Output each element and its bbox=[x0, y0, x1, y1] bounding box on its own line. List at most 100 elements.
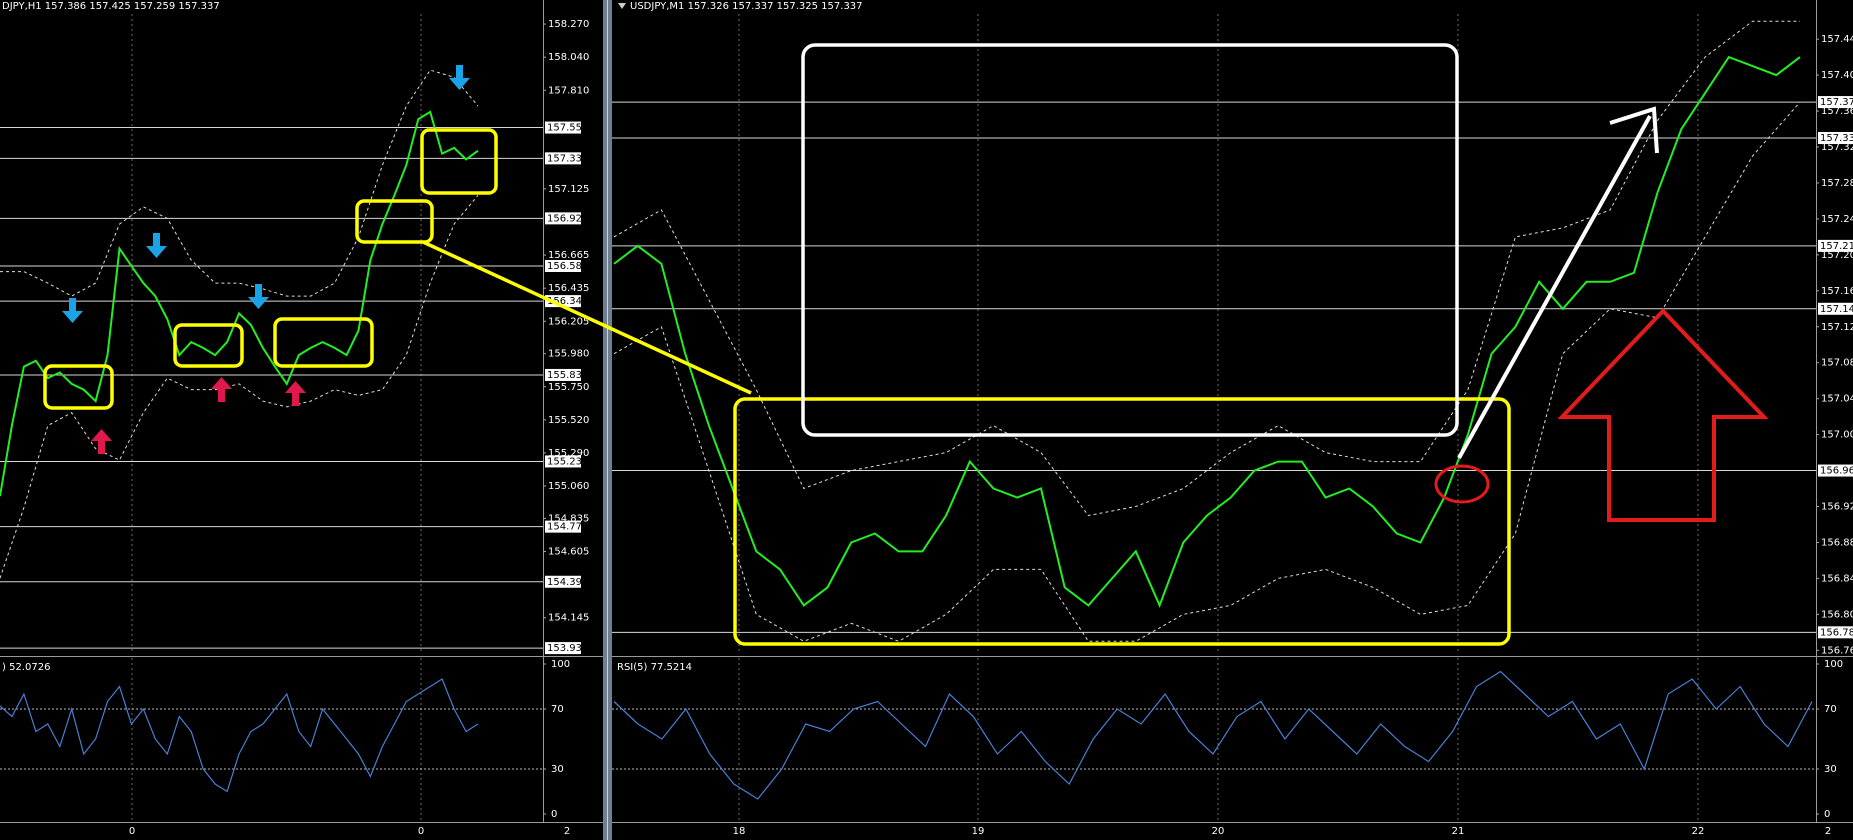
rsi-line bbox=[613, 670, 1813, 800]
up-arrow-signal bbox=[211, 377, 232, 402]
y-tick-label: 155.290 bbox=[548, 448, 589, 459]
buy-signals bbox=[91, 377, 306, 454]
y-tick-label: 157.16 bbox=[1821, 286, 1853, 297]
breakout-circle bbox=[1434, 464, 1490, 504]
highlight-box bbox=[173, 323, 244, 368]
time-label: 22 bbox=[1692, 826, 1705, 837]
price-label-bg bbox=[545, 642, 581, 655]
up-arrow bbox=[1557, 308, 1769, 522]
y-tick-label: 158.270 bbox=[548, 19, 589, 30]
upper-band bbox=[0, 69, 479, 297]
price-label: 156.345 bbox=[547, 296, 588, 307]
highlight-box bbox=[733, 397, 1511, 646]
y-tick-label: 156.80 bbox=[1821, 609, 1853, 620]
down-arrow bbox=[146, 233, 167, 258]
price-label: 157.33 bbox=[1820, 133, 1853, 144]
time-label: 0 bbox=[418, 826, 424, 837]
down-arrow bbox=[449, 65, 470, 90]
rsi-tick-label: 100 bbox=[551, 659, 570, 670]
y-tick-label: 155.520 bbox=[548, 415, 589, 426]
price-label: 157.551 bbox=[547, 123, 588, 134]
annotations-yellow bbox=[43, 128, 1511, 646]
y-tick-label: 156.88 bbox=[1821, 537, 1853, 548]
y-tick-label: 157.04 bbox=[1821, 394, 1853, 405]
price-label-bg bbox=[545, 520, 581, 533]
price-label: 157.337 bbox=[547, 153, 588, 164]
down-arrow bbox=[248, 284, 269, 309]
y-tick-label: 157.44 bbox=[1821, 34, 1853, 45]
y-tick-label: 154.835 bbox=[548, 513, 589, 524]
price-label: 153.934 bbox=[547, 643, 588, 654]
price-label-bg bbox=[545, 368, 581, 381]
price-label: 156.78 bbox=[1820, 627, 1853, 638]
arrow-head bbox=[1609, 106, 1659, 154]
time-label: 0 bbox=[129, 826, 135, 837]
y-tick-label: 155.060 bbox=[548, 481, 589, 492]
connector bbox=[422, 240, 752, 395]
up-arrow-signal bbox=[91, 429, 112, 454]
time-label: 19 bbox=[972, 826, 985, 837]
y-tick-label: 157.00 bbox=[1821, 430, 1853, 441]
time-label: 2 bbox=[1825, 826, 1831, 837]
price-label-bg bbox=[1818, 302, 1853, 315]
arrow-shaft bbox=[1457, 115, 1652, 459]
y-tick-label: 157.810 bbox=[548, 85, 589, 96]
rsi-header: ) 52.0726 bbox=[2, 662, 50, 673]
chart-header: USDJPY,M1 157.326 157.337 157.325 157.33… bbox=[630, 1, 863, 12]
price-label: 157.21 bbox=[1820, 241, 1853, 252]
price-label-bg bbox=[1818, 239, 1853, 252]
y-tick-label: 157.12 bbox=[1821, 322, 1853, 333]
frames bbox=[0, 0, 1853, 823]
y-tick-label: 156.435 bbox=[548, 283, 589, 294]
price-label-bg bbox=[1818, 464, 1853, 477]
price-label: 156.96 bbox=[1820, 466, 1853, 477]
y-tick-label: 157.08 bbox=[1821, 358, 1853, 369]
price-label: 154.395 bbox=[547, 577, 588, 588]
rsi-line bbox=[0, 678, 479, 793]
blank-box bbox=[801, 43, 1459, 437]
price-label-bg bbox=[545, 575, 581, 588]
highlight-box bbox=[355, 199, 434, 244]
price-label: 157.14 bbox=[1820, 304, 1853, 315]
price-label-bg bbox=[1818, 96, 1853, 109]
plot-layer: 0 0 2158.270158.040157.810157.125156.66515… bbox=[0, 14, 1853, 837]
y-tick-label: 155.980 bbox=[548, 349, 589, 360]
rsi-tick-label: 0 bbox=[551, 809, 557, 820]
time-label: 21 bbox=[1452, 826, 1465, 837]
price-label-bg bbox=[1818, 626, 1853, 639]
time-label: 2 bbox=[564, 826, 570, 837]
price-label-bg bbox=[545, 260, 581, 273]
y-tick-label: 154.605 bbox=[548, 547, 589, 558]
price-label: 155.231 bbox=[547, 456, 588, 467]
price-label: 154.778 bbox=[547, 522, 588, 533]
y-tick-label: 157.24 bbox=[1821, 214, 1853, 225]
y-tick-label: 157.36 bbox=[1821, 106, 1853, 117]
price-label-bg bbox=[545, 121, 581, 134]
lower-band bbox=[0, 194, 479, 579]
y-tick-label: 157.40 bbox=[1821, 70, 1853, 81]
price-line-series bbox=[613, 55, 1801, 609]
y-tick-label: 157.20 bbox=[1821, 250, 1853, 261]
down-arrow bbox=[62, 298, 83, 323]
rsi-tick-label: 30 bbox=[1824, 764, 1837, 775]
rsi-tick-label: 70 bbox=[551, 704, 564, 715]
price-label-bg bbox=[545, 455, 581, 468]
price-label-bg bbox=[545, 152, 581, 165]
highlight-box bbox=[43, 364, 114, 410]
y-tick-label: 154.145 bbox=[548, 613, 589, 624]
y-tick-label: 156.92 bbox=[1821, 502, 1853, 513]
y-tick-label: 156.76 bbox=[1821, 645, 1853, 656]
price-line-series bbox=[0, 110, 479, 497]
dropdown-icon[interactable] bbox=[618, 3, 626, 9]
y-tick-label: 156.205 bbox=[548, 316, 589, 327]
up-arrow-signal bbox=[285, 381, 306, 406]
sell-signals bbox=[62, 65, 470, 323]
price-label: 156.920 bbox=[547, 213, 588, 224]
highlight-box bbox=[273, 317, 374, 368]
highlight-box bbox=[420, 128, 498, 195]
rsi-tick-label: 70 bbox=[1824, 704, 1837, 715]
trend-arrow bbox=[1457, 106, 1659, 459]
y-tick-label: 156.84 bbox=[1821, 573, 1853, 584]
